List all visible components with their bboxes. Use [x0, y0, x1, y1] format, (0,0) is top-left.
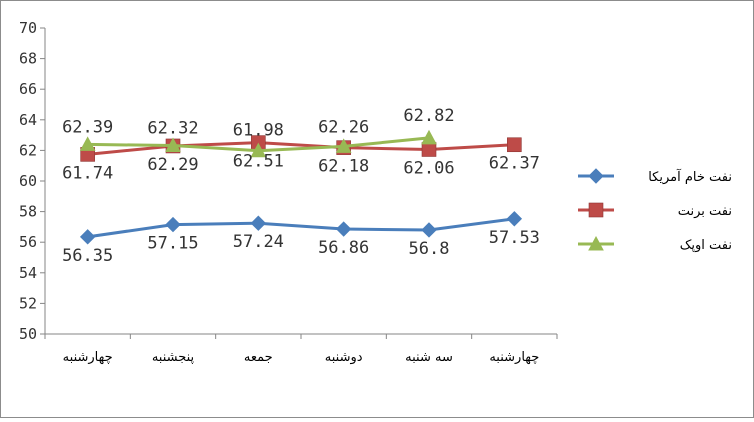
- data-label: 56.35: [62, 246, 113, 266]
- y-tick-label: 64: [19, 111, 37, 129]
- legend-label-2: نفت برنت: [678, 204, 732, 219]
- data-label: 57.24: [233, 232, 284, 252]
- x-tick-label: دوشنبه: [325, 350, 363, 365]
- legend-label-1: نفت خام آمریکا: [648, 168, 732, 185]
- y-tick-label: 68: [19, 50, 37, 68]
- data-label: 62.26: [318, 117, 369, 137]
- series-line-1: [87, 217, 515, 239]
- axes: [44, 28, 557, 335]
- data-label: 62.18: [318, 157, 369, 177]
- series-1-point: [506, 211, 523, 227]
- y-tick-label: 58: [19, 203, 37, 221]
- data-label: 62.39: [62, 117, 113, 137]
- x-tick-label: سه شنبه: [405, 350, 453, 365]
- y-tick-label: 60: [19, 172, 37, 190]
- series-3-point: [165, 137, 181, 153]
- y-tick-label: 66: [19, 80, 37, 98]
- data-label: 62.06: [403, 158, 454, 178]
- y-tick-label: 52: [19, 294, 37, 312]
- series-group: [79, 129, 523, 245]
- series-3-point: [421, 129, 437, 145]
- series-1-point: [165, 216, 181, 233]
- y-axis-ticks: 50 52 54 56 58 60 62 64 66 68 70: [19, 19, 45, 343]
- data-label: 62.82: [403, 106, 454, 126]
- legend-marker-2: [588, 202, 604, 218]
- data-label: 62.29: [147, 155, 198, 175]
- y-tick-label: 54: [19, 264, 37, 282]
- data-label: 57.53: [489, 228, 540, 248]
- data-label: 56.8: [409, 239, 450, 259]
- legend-label-3: نفت اوپک: [680, 238, 732, 253]
- series-1-point: [79, 229, 96, 245]
- data-label: 56.86: [318, 238, 369, 258]
- y-tick-label: 50: [19, 325, 37, 343]
- x-tick-label: چهارشنبه: [489, 350, 539, 365]
- legend-marker-1: [588, 168, 604, 184]
- series-1-point: [421, 222, 437, 238]
- legend: نفت خام آمریکا نفت برنت نفت اوپک: [578, 168, 732, 253]
- legend-marker-3: [588, 235, 604, 251]
- x-axis-ticks: چهارشنبه پنجشنبه جمعه دوشنبه سه شنبه چهارشنبه: [44, 334, 558, 365]
- data-label: 61.74: [62, 163, 113, 183]
- series-3-point: [79, 136, 96, 151]
- series-2-point: [507, 137, 522, 153]
- series-3-point: [250, 142, 267, 158]
- series-1-point: [250, 215, 267, 231]
- x-tick-label: پنجشنبه: [152, 350, 195, 365]
- data-label: 57.15: [147, 234, 198, 254]
- x-tick-label: چهارشنبه: [63, 350, 113, 365]
- y-tick-label: 70: [19, 19, 37, 37]
- data-label: 62.37: [489, 154, 540, 174]
- data-labels: 56.35 57.15 57.24 56.86 56.8 57.53 61.74 62.29 6…: [62, 106, 540, 266]
- series-3-point: [335, 138, 352, 153]
- series-line-2: [87, 141, 515, 156]
- series-2-point: [421, 142, 437, 157]
- y-tick-label: 62: [19, 141, 37, 159]
- y-tick-label: 56: [19, 233, 37, 251]
- data-label: 62.51: [233, 152, 284, 172]
- data-label: 62.32: [147, 119, 198, 139]
- series-1-point: [335, 221, 352, 237]
- x-tick-label: جمعه: [244, 350, 273, 365]
- data-label: 61.98: [233, 121, 284, 141]
